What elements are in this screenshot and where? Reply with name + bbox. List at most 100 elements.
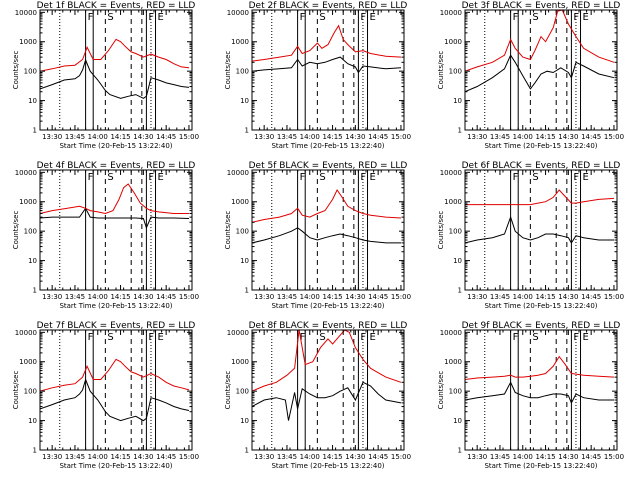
- region-marker-label: F: [573, 172, 579, 183]
- y-tick-label: 1000: [19, 198, 37, 206]
- region-marker-label: F: [148, 332, 154, 343]
- panel-title: Det 2f BLACK = Events, RED = LLD: [249, 1, 408, 11]
- region-marker-label: F: [300, 172, 306, 183]
- y-tick-label: 10000: [440, 9, 462, 17]
- events-series-line: [40, 58, 190, 99]
- axes-frame: [39, 9, 193, 131]
- region-marker-label: F: [573, 12, 579, 23]
- y-tick-label: 10: [28, 257, 37, 265]
- x-tick-label: 15:00: [391, 293, 411, 301]
- x-tick-label: 13:30: [467, 133, 487, 141]
- x-tick-label: 13:45: [277, 133, 297, 141]
- axes-frame: [39, 329, 193, 451]
- events-series-line: [465, 215, 614, 244]
- y-tick-label: 1: [245, 287, 249, 295]
- x-axis-label: Start Time (20-Feb-15 13:22:40): [484, 142, 597, 150]
- y-tick-label: 10: [240, 257, 249, 265]
- lld-series-line: [465, 10, 615, 72]
- y-tick-label: 1000: [231, 198, 249, 206]
- x-axis-label: Start Time (20-Feb-15 13:22:40): [59, 462, 172, 470]
- y-axis-label: Counts/sec: [437, 371, 445, 410]
- region-marker-label: F: [300, 332, 306, 343]
- lld-series-line: [40, 38, 190, 72]
- x-tick-label: 13:45: [490, 133, 510, 141]
- region-marker-label: E: [370, 332, 376, 343]
- x-tick-label: 14:15: [535, 453, 555, 461]
- region-marker-label: F: [88, 332, 94, 343]
- y-tick-label: 10000: [15, 329, 37, 337]
- y-tick-label: 1: [33, 127, 37, 135]
- axes-frame: [251, 329, 405, 451]
- x-tick-label: 13:45: [277, 293, 297, 301]
- panel-title: Det 3f BLACK = Events, RED = LLD: [462, 1, 621, 11]
- x-tick-label: 14:30: [345, 133, 365, 141]
- x-tick-label: 13:45: [65, 133, 85, 141]
- x-tick-label: 13:45: [65, 293, 85, 301]
- x-axis-label: Start Time (20-Feb-15 13:22:40): [271, 302, 384, 310]
- x-tick-label: 14:45: [581, 293, 601, 301]
- y-tick-label: 1: [245, 447, 249, 455]
- panel-title: Det 8f BLACK = Events, RED = LLD: [249, 321, 408, 331]
- y-tick-label: 10000: [440, 169, 462, 177]
- y-tick-label: 10000: [227, 9, 249, 17]
- events-series-line: [40, 377, 190, 422]
- y-tick-label: 10000: [15, 169, 37, 177]
- x-tick-label: 15:00: [179, 293, 199, 301]
- lld-series-line: [465, 189, 615, 206]
- x-tick-label: 14:30: [558, 133, 578, 141]
- panel-title: Det 9f BLACK = Events, RED = LLD: [462, 321, 621, 331]
- x-axis-label: Start Time (20-Feb-15 13:22:40): [271, 142, 384, 150]
- y-tick-label: 10000: [15, 9, 37, 17]
- y-axis-label: Counts/sec: [224, 371, 232, 410]
- y-tick-label: 100: [236, 68, 249, 76]
- x-tick-label: 14:45: [581, 133, 601, 141]
- lld-series-line: [40, 183, 189, 215]
- region-marker-label: S: [532, 332, 538, 343]
- x-tick-label: 14:00: [88, 293, 108, 301]
- region-marker-label: F: [513, 332, 519, 343]
- y-tick-label: 1000: [444, 198, 462, 206]
- x-tick-label: 13:30: [42, 453, 62, 461]
- region-marker-label: E: [158, 332, 164, 343]
- x-axis-label: Start Time (20-Feb-15 13:22:40): [271, 462, 384, 470]
- region-marker-label: F: [88, 172, 94, 183]
- x-tick-label: 13:45: [490, 453, 510, 461]
- lld-series-line: [252, 330, 402, 392]
- x-tick-label: 14:30: [133, 133, 153, 141]
- x-tick-label: 13:30: [254, 293, 274, 301]
- y-tick-label: 100: [449, 228, 462, 236]
- x-tick-label: 15:00: [179, 133, 199, 141]
- y-tick-label: 100: [236, 388, 249, 396]
- x-tick-label: 14:00: [300, 133, 320, 141]
- y-tick-label: 1000: [19, 358, 37, 366]
- region-marker-label: F: [513, 12, 519, 23]
- y-tick-label: 10: [28, 97, 37, 105]
- region-marker-label: S: [532, 172, 538, 183]
- y-tick-label: 100: [24, 388, 37, 396]
- x-tick-label: 14:15: [535, 293, 555, 301]
- x-tick-label: 15:00: [604, 453, 624, 461]
- y-tick-label: 10: [240, 417, 249, 425]
- x-tick-label: 13:30: [467, 453, 487, 461]
- x-tick-label: 14:30: [345, 293, 365, 301]
- x-axis-label: Start Time (20-Feb-15 13:22:40): [484, 302, 597, 310]
- region-marker-label: S: [532, 12, 538, 23]
- region-marker-label: S: [107, 12, 113, 23]
- y-tick-label: 10000: [440, 329, 462, 337]
- y-tick-label: 1000: [231, 358, 249, 366]
- y-tick-label: 10: [28, 417, 37, 425]
- y-tick-label: 1: [33, 287, 37, 295]
- lld-series-line: [40, 358, 190, 392]
- lld-series-line: [465, 355, 615, 380]
- x-tick-label: 14:45: [156, 453, 176, 461]
- y-tick-label: 1000: [19, 38, 37, 46]
- y-tick-label: 10: [453, 257, 462, 265]
- x-tick-label: 13:45: [65, 453, 85, 461]
- panel-title: Det 5f BLACK = Events, RED = LLD: [249, 161, 408, 171]
- panel-title: Det 7f BLACK = Events, RED = LLD: [37, 321, 196, 331]
- x-tick-label: 14:15: [322, 133, 342, 141]
- axes-frame: [39, 169, 193, 291]
